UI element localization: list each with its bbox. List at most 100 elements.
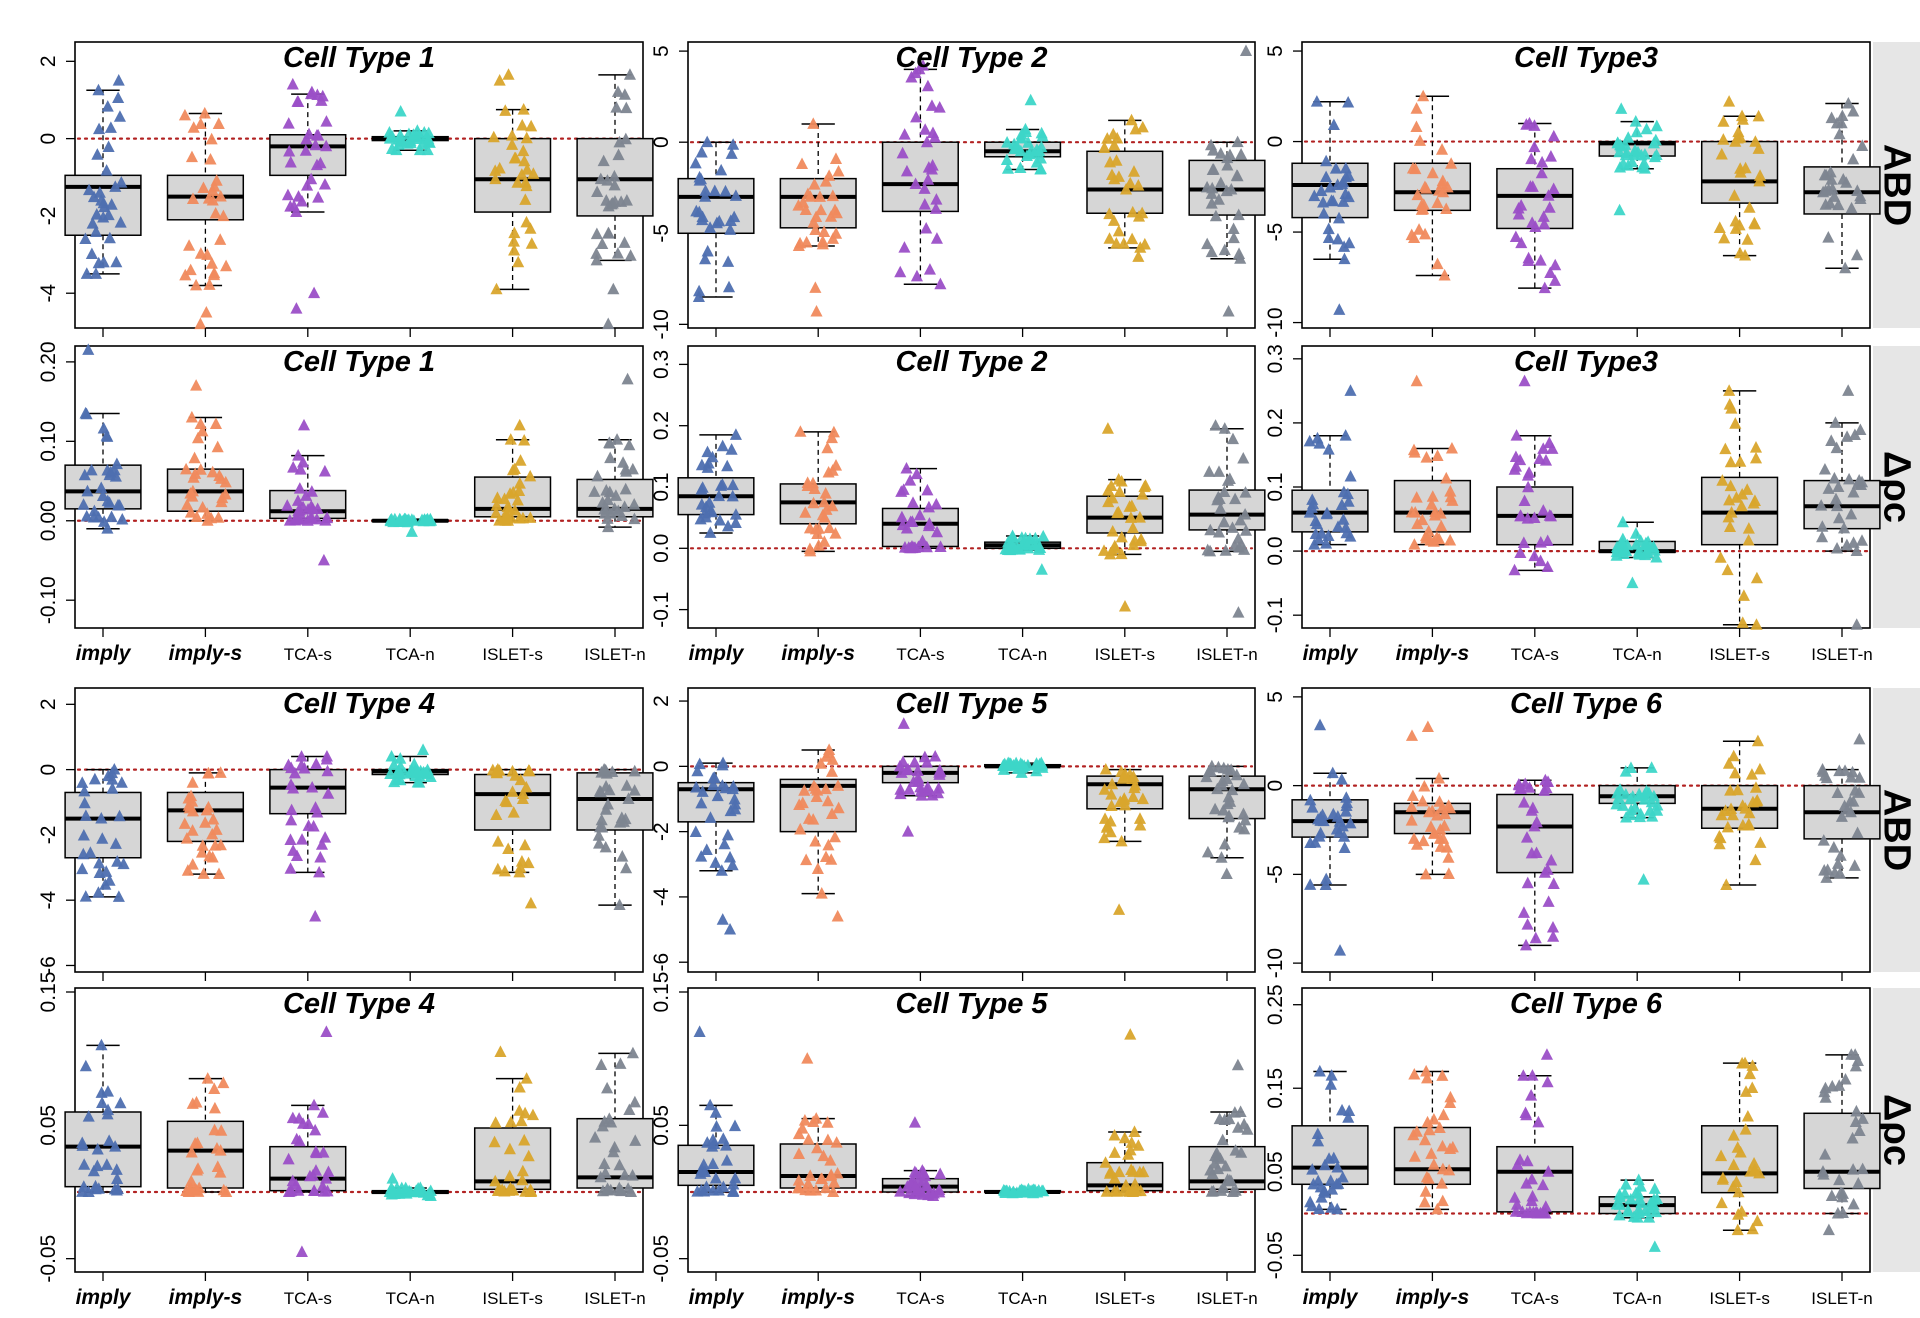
data-point (903, 783, 916, 795)
data-point (1313, 1202, 1326, 1215)
data-point (1719, 442, 1732, 455)
data-point (1101, 132, 1114, 144)
data-point (1845, 1048, 1858, 1060)
data-point (1216, 1133, 1229, 1146)
y-tick-label: 5 (1264, 45, 1287, 57)
data-point (704, 811, 717, 823)
data-point (1339, 805, 1353, 817)
data-point (1822, 1223, 1835, 1236)
data-point (597, 154, 610, 167)
data-point (1521, 918, 1534, 930)
data-point (920, 135, 934, 148)
data-point (1111, 131, 1124, 144)
data-point (1421, 720, 1434, 732)
data-point (1324, 1174, 1337, 1186)
data-point (1515, 236, 1528, 249)
data-point (702, 456, 715, 469)
data-point (194, 317, 207, 330)
data-point (1737, 589, 1750, 601)
data-point (699, 252, 712, 265)
data-point (1112, 473, 1125, 485)
data-point (1420, 182, 1433, 194)
data-point (589, 1131, 602, 1143)
data-point (513, 865, 526, 878)
data-point (1432, 771, 1446, 784)
data-point (1723, 95, 1736, 107)
data-point (1847, 485, 1860, 498)
data-point (809, 834, 822, 847)
data-point (306, 780, 319, 793)
box-ISLET-s (1086, 763, 1164, 915)
data-point (310, 757, 323, 770)
data-point (1127, 165, 1141, 177)
data-point (1312, 1134, 1325, 1147)
data-point (212, 117, 225, 129)
data-point (1749, 441, 1763, 453)
data-point (196, 424, 209, 437)
data-point (804, 1169, 817, 1181)
data-point (1431, 257, 1444, 270)
box-TCA-s (269, 77, 347, 314)
data-point (1752, 142, 1765, 154)
x-tick-label: TCA-n (998, 645, 1047, 664)
data-point (1426, 166, 1439, 179)
data-point (1830, 116, 1844, 129)
box-imply (64, 1038, 142, 1197)
data-point (1648, 544, 1661, 556)
data-point (721, 459, 734, 472)
data-point (284, 833, 297, 845)
data-point (821, 794, 834, 807)
data-point (1311, 1127, 1324, 1140)
data-point (1619, 148, 1632, 161)
data-point (1736, 616, 1749, 628)
data-point (1425, 1147, 1438, 1159)
data-point (290, 1132, 303, 1145)
data-point (613, 898, 626, 911)
data-point (1619, 787, 1632, 800)
data-point (893, 759, 906, 772)
data-point (489, 1116, 502, 1128)
data-point (933, 101, 946, 113)
data-point (290, 205, 303, 218)
data-point (1739, 802, 1752, 814)
data-point (1613, 1208, 1626, 1221)
data-point (284, 862, 297, 874)
data-point (394, 104, 407, 117)
data-point (1113, 903, 1126, 915)
data-point (79, 809, 92, 821)
data-point (1721, 820, 1734, 833)
data-point (628, 764, 641, 777)
data-point (832, 164, 845, 177)
data-point (300, 489, 313, 501)
data-point (520, 179, 533, 192)
data-point (694, 512, 707, 525)
box-ISLET-s (1700, 1056, 1779, 1236)
data-point (320, 115, 333, 127)
data-point (706, 1140, 719, 1152)
data-point (1132, 210, 1146, 222)
data-point (1000, 759, 1013, 772)
data-point (503, 502, 516, 514)
data-point (1133, 511, 1146, 523)
data-point (525, 237, 538, 249)
data-point (1620, 544, 1633, 557)
row-strip (1873, 988, 1920, 1272)
data-point (1738, 1056, 1752, 1069)
data-point (590, 227, 603, 240)
data-point (1108, 1172, 1121, 1184)
data-point (1520, 831, 1534, 843)
data-point (301, 514, 314, 526)
data-point (825, 807, 839, 819)
data-point (600, 484, 613, 496)
iqr-box (576, 772, 654, 831)
data-point (720, 1139, 733, 1151)
data-point (284, 778, 298, 790)
box-ISLET-n (1188, 1058, 1266, 1197)
data-point (1218, 837, 1231, 850)
data-point (1229, 1144, 1242, 1156)
data-point (79, 890, 92, 902)
data-point (1136, 792, 1149, 805)
data-point (1232, 208, 1245, 221)
data-point (1134, 241, 1147, 253)
box-TCA-n (984, 93, 1062, 175)
